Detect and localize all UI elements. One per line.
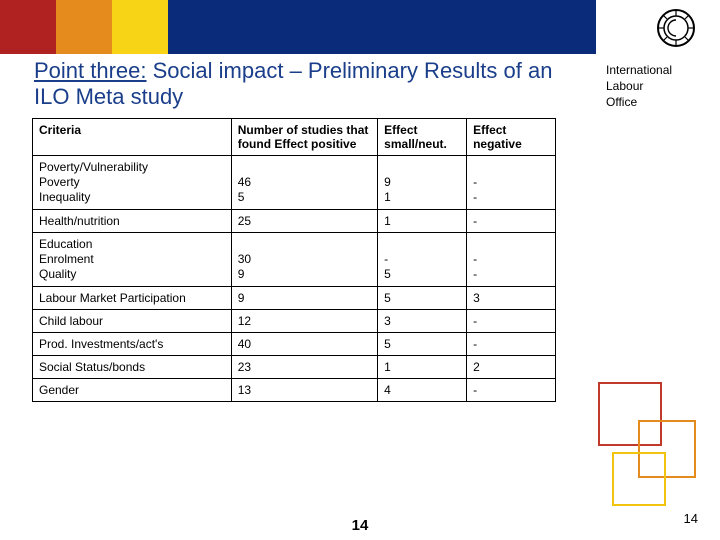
slide-title: Point three: Social impact – Preliminary… [34, 58, 554, 110]
table-row: Prod. Investments/act's405- [33, 333, 556, 356]
table-row: Child labour123- [33, 310, 556, 333]
table-cell: 465 [231, 156, 377, 210]
ilo-logo-icon [656, 8, 696, 48]
col-criteria: Criteria [33, 119, 232, 156]
page-number-right: 14 [684, 511, 698, 526]
table-cell: 4 [378, 379, 467, 402]
results-table-container: Criteria Number of studies that found Ef… [32, 118, 556, 402]
table-cell: 25 [231, 210, 377, 233]
table-cell: 91 [378, 156, 467, 210]
table-cell: - [467, 333, 556, 356]
ilo-line-3: Office [606, 94, 696, 110]
table-cell: -5 [378, 233, 467, 287]
table-row: EducationEnrolmentQuality309-5-- [33, 233, 556, 287]
col-small-neut: Effect small/neut. [378, 119, 467, 156]
table-cell: Labour Market Participation [33, 287, 232, 310]
table-cell: 40 [231, 333, 377, 356]
band-segment [56, 0, 112, 54]
slide: Point three: Social impact – Preliminary… [0, 0, 720, 540]
table-cell: 3 [378, 310, 467, 333]
table-row: Poverty/VulnerabilityPovertyInequality46… [33, 156, 556, 210]
table-cell: 1 [378, 210, 467, 233]
page-number-center: 14 [0, 517, 720, 534]
table-cell: Prod. Investments/act's [33, 333, 232, 356]
table-cell: Child labour [33, 310, 232, 333]
ilo-line-1: International [606, 62, 696, 78]
table-cell: Social Status/bonds [33, 356, 232, 379]
decor-square-yellow [612, 452, 666, 506]
table-row: Gender134- [33, 379, 556, 402]
table-cell: 5 [378, 287, 467, 310]
band-segment [168, 0, 596, 54]
band-segment [0, 0, 56, 54]
table-cell: - [467, 379, 556, 402]
title-underlined: Point three: [34, 58, 147, 83]
table-cell: 13 [231, 379, 377, 402]
table-cell: Poverty/VulnerabilityPovertyInequality [33, 156, 232, 210]
top-color-band [0, 0, 596, 54]
band-segment [112, 0, 168, 54]
table-cell: 12 [231, 310, 377, 333]
ilo-line-2: Labour [606, 78, 696, 94]
table-cell: 2 [467, 356, 556, 379]
table-row: Social Status/bonds2312 [33, 356, 556, 379]
table-cell: - [467, 310, 556, 333]
table-header-row: Criteria Number of studies that found Ef… [33, 119, 556, 156]
table-body: Poverty/VulnerabilityPovertyInequality46… [33, 156, 556, 402]
table-cell: -- [467, 233, 556, 287]
table-cell: -- [467, 156, 556, 210]
table-cell: 23 [231, 356, 377, 379]
col-positive: Number of studies that found Effect posi… [231, 119, 377, 156]
ilo-text-label: International Labour Office [606, 62, 696, 110]
results-table: Criteria Number of studies that found Ef… [32, 118, 556, 402]
table-cell: - [467, 210, 556, 233]
col-negative: Effect negative [467, 119, 556, 156]
table-cell: Health/nutrition [33, 210, 232, 233]
table-cell: 309 [231, 233, 377, 287]
table-cell: 9 [231, 287, 377, 310]
table-row: Health/nutrition251- [33, 210, 556, 233]
table-cell: 1 [378, 356, 467, 379]
table-cell: Gender [33, 379, 232, 402]
table-cell: 3 [467, 287, 556, 310]
table-row: Labour Market Participation953 [33, 287, 556, 310]
table-cell: 5 [378, 333, 467, 356]
table-cell: EducationEnrolmentQuality [33, 233, 232, 287]
